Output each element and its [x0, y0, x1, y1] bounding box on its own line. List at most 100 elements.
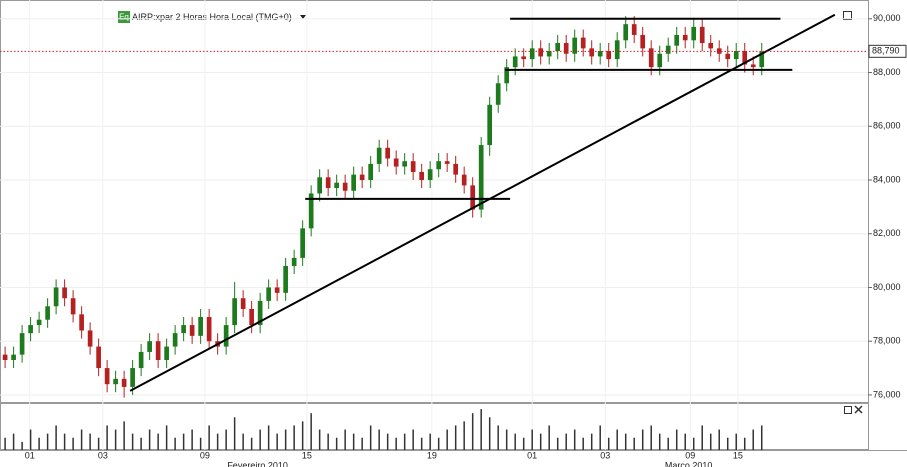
candle-body — [266, 287, 271, 301]
candle-body — [45, 306, 50, 320]
candle-body — [257, 300, 263, 326]
y-tick-label: 78,000 — [873, 336, 901, 346]
candle-body — [232, 298, 237, 326]
maximize-button[interactable] — [843, 11, 852, 20]
volume-bar — [225, 429, 227, 450]
candle-body — [648, 48, 654, 68]
candle-body — [385, 147, 391, 159]
volume-bar — [565, 433, 567, 450]
candle-body — [589, 48, 595, 57]
candle-body — [223, 325, 229, 347]
volume-bar — [114, 429, 117, 450]
candle-body — [495, 83, 501, 105]
candle-body — [96, 346, 101, 369]
volume-bar — [46, 433, 49, 450]
candle-body — [563, 42, 569, 54]
candle-body — [444, 161, 450, 164]
volume-bar — [488, 417, 491, 450]
candle-body — [640, 34, 646, 49]
candle-body — [70, 298, 76, 315]
x-tick-label: 01 — [25, 450, 35, 460]
candle-body — [138, 351, 144, 369]
volume-bar — [548, 425, 550, 450]
candle-body — [759, 51, 765, 68]
volume-bar — [38, 437, 40, 450]
volume-bar — [191, 429, 193, 450]
volume-bar — [293, 425, 295, 450]
volume-bar — [352, 433, 355, 450]
volume-bar — [63, 433, 66, 450]
candle-body — [317, 177, 322, 194]
volume-bar — [157, 433, 159, 450]
candle-body — [121, 378, 127, 387]
volume-bar — [140, 437, 142, 450]
volume-bar — [531, 429, 533, 450]
candle-body — [461, 174, 467, 186]
maximize-button[interactable] — [844, 406, 852, 414]
candle-body — [308, 193, 314, 229]
x-tick-label: 03 — [98, 450, 108, 460]
volume-bar — [675, 429, 678, 450]
volume-bar — [641, 429, 644, 450]
volume-bar — [437, 437, 440, 450]
volume-bar — [131, 433, 134, 450]
candle-body — [504, 67, 510, 84]
candle-body — [62, 287, 67, 299]
candle-body — [716, 48, 722, 54]
volume-bar — [556, 437, 559, 450]
candle-body — [470, 185, 476, 210]
volume-bar — [454, 425, 457, 450]
candle-body — [725, 53, 731, 60]
volume-bar — [480, 409, 482, 450]
volume-bar — [684, 433, 686, 450]
volume-bar — [182, 433, 185, 450]
volume-bar — [420, 437, 423, 450]
candle-body — [2, 354, 8, 361]
volume-bar — [369, 425, 372, 450]
volume-bar — [624, 433, 627, 450]
candle-body — [147, 341, 152, 352]
y-tick-label: 90,000 — [873, 13, 901, 23]
volume-bar — [471, 413, 474, 450]
x-tick-label: 03 — [600, 450, 610, 460]
candle-body — [453, 163, 459, 175]
volume-bar — [267, 425, 270, 450]
candle-body — [478, 145, 484, 210]
volume-bar — [692, 437, 695, 450]
volume-bar — [658, 433, 661, 450]
candle-body — [546, 51, 552, 57]
candle-body — [631, 24, 637, 35]
chart-title[interactable]: AIRP:xpar 2 Horas Hora Local (TMG+0) — [132, 12, 292, 22]
volume-bar — [208, 425, 210, 450]
volume-bar — [72, 437, 74, 450]
volume-bar — [650, 425, 652, 450]
y-tick-label: 88,000 — [873, 67, 901, 77]
volume-bar — [301, 421, 304, 450]
candle-body — [538, 48, 544, 57]
dropdown-arrow[interactable] — [300, 15, 306, 19]
candle-body — [665, 45, 671, 54]
candle-body — [512, 56, 518, 68]
close-button[interactable] — [854, 405, 863, 414]
candle-body — [249, 308, 254, 326]
volume-bar — [701, 425, 703, 450]
last-price-label: 88,790 — [872, 46, 900, 56]
volume-bar — [97, 437, 100, 450]
badge-icon[interactable] — [118, 11, 130, 23]
candle-body — [368, 163, 374, 181]
volume-bar — [446, 429, 448, 450]
volume-bar — [233, 417, 236, 450]
x-tick-label: 19 — [427, 450, 437, 460]
candle-body — [419, 171, 425, 181]
y-tick-label: 86,000 — [873, 121, 901, 131]
volume-bar — [403, 433, 406, 450]
volume-bar — [607, 437, 610, 450]
volume-bar — [667, 437, 669, 450]
y-tick-label: 76,000 — [873, 389, 901, 399]
candle-body — [198, 317, 203, 336]
candle-body — [113, 378, 118, 385]
candle-body — [28, 325, 33, 334]
volume-bar — [582, 437, 584, 450]
